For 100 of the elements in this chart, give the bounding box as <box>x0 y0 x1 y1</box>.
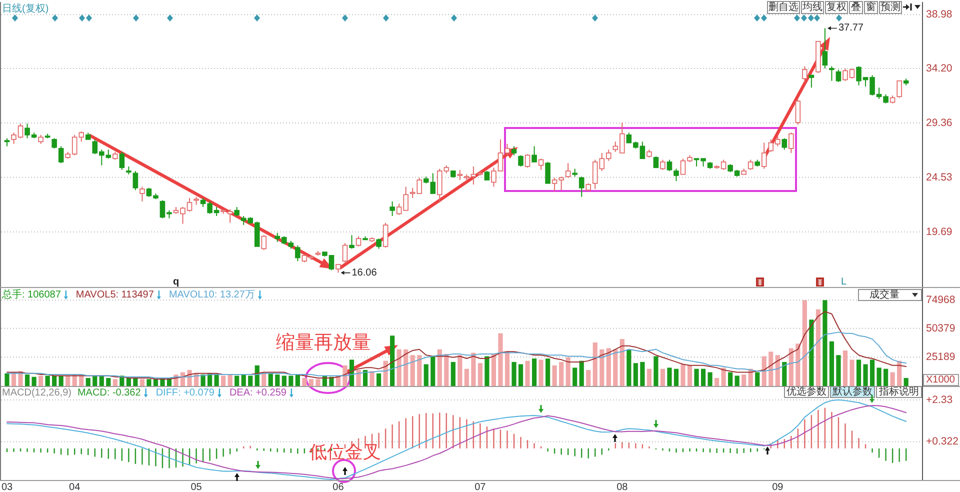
bar <box>613 349 618 386</box>
bar <box>559 362 564 386</box>
bar <box>654 356 658 386</box>
bar <box>214 374 219 386</box>
y-tick-label: 29.36 <box>926 116 952 129</box>
bar <box>646 368 652 386</box>
bar <box>491 354 496 386</box>
bar <box>140 379 144 386</box>
bar <box>721 368 726 386</box>
bar <box>755 372 760 386</box>
bar <box>464 368 469 386</box>
chart-title: 日线(复权) <box>2 2 49 14</box>
bar <box>566 357 570 386</box>
button: 默认参数 <box>830 386 875 398</box>
annotation: 默认参数 <box>832 386 872 398</box>
annotation: 缩量再放量 <box>276 332 371 354</box>
bar <box>349 360 354 386</box>
candlestick <box>822 28 828 69</box>
bar <box>390 336 395 386</box>
bar <box>241 374 246 386</box>
bar <box>45 376 50 386</box>
bar <box>836 355 841 386</box>
bar <box>870 360 875 386</box>
bar <box>52 376 57 386</box>
text: 总手: 106087 <box>1 288 62 300</box>
y-tick-label: 34.20 <box>926 62 952 74</box>
bar <box>362 370 368 386</box>
button: 指标说明 <box>876 386 922 398</box>
bar <box>714 378 720 386</box>
bar <box>788 348 794 386</box>
bar <box>86 378 90 386</box>
bar <box>92 376 98 386</box>
bar <box>417 355 422 386</box>
bar <box>498 333 503 386</box>
bar <box>532 358 537 386</box>
bar <box>146 379 152 386</box>
bar <box>782 362 787 386</box>
y-tick-label: +0.322 <box>926 436 959 448</box>
bar <box>302 378 307 386</box>
bar <box>228 374 232 386</box>
bar <box>356 370 361 386</box>
text: DEA: +0.259 <box>229 388 287 398</box>
bar <box>552 365 557 386</box>
bar <box>484 356 490 386</box>
bar <box>762 356 766 386</box>
annotation: 低位金叉 <box>309 442 381 462</box>
bar <box>444 354 449 386</box>
button: 删自选 <box>767 1 800 14</box>
bar <box>424 364 428 386</box>
candlestick <box>808 74 814 88</box>
bar <box>221 376 226 386</box>
bar <box>248 376 253 386</box>
annotation: 成交量 <box>870 288 900 300</box>
text: MACD: -0.362 <box>77 388 142 398</box>
bar <box>112 379 118 386</box>
button: 窗 <box>864 1 878 14</box>
bar <box>525 360 530 386</box>
annotation: 指标说明 <box>878 386 919 398</box>
bar <box>546 358 550 386</box>
bar <box>316 379 320 386</box>
y-tick-label: 50379 <box>926 322 956 334</box>
bar <box>633 363 638 386</box>
annotation: 37.77 <box>838 22 864 34</box>
candlestick <box>336 264 341 274</box>
candlestick <box>457 169 463 180</box>
x-tick-label: 07 <box>474 482 486 492</box>
bar <box>592 342 598 386</box>
y-tick-label: 74968 <box>926 294 956 306</box>
bar <box>538 360 544 386</box>
bar <box>512 362 516 386</box>
bar <box>842 350 848 386</box>
y-tick-label: 38.98 <box>926 8 952 21</box>
x-tick-label: 04 <box>69 482 81 492</box>
bar <box>295 374 300 386</box>
bar <box>890 372 895 386</box>
bar <box>99 376 104 386</box>
bar <box>674 368 679 386</box>
bar <box>106 378 111 386</box>
bar <box>640 362 645 386</box>
annotation: 优选参数 <box>786 386 826 398</box>
dropdown: 成交量 <box>858 289 922 301</box>
candlestick <box>829 66 834 82</box>
bar <box>876 368 882 386</box>
bar <box>850 360 854 386</box>
candlestick <box>532 146 537 162</box>
bar <box>32 376 36 386</box>
bar <box>200 374 206 386</box>
button: 均线 <box>801 1 824 14</box>
bar <box>38 376 44 386</box>
candlestick <box>578 176 584 198</box>
candlestick <box>565 162 571 178</box>
text: DIFF: +0.079 <box>156 388 215 398</box>
bar <box>153 379 158 386</box>
bar <box>626 349 632 386</box>
text: MAVOL5: 113497 <box>76 290 154 300</box>
annotation: 16.06 <box>352 267 378 278</box>
text: MAVOL10: 13.27万 <box>168 290 255 300</box>
bar <box>396 349 402 386</box>
bar <box>66 376 70 386</box>
bar <box>518 364 524 386</box>
